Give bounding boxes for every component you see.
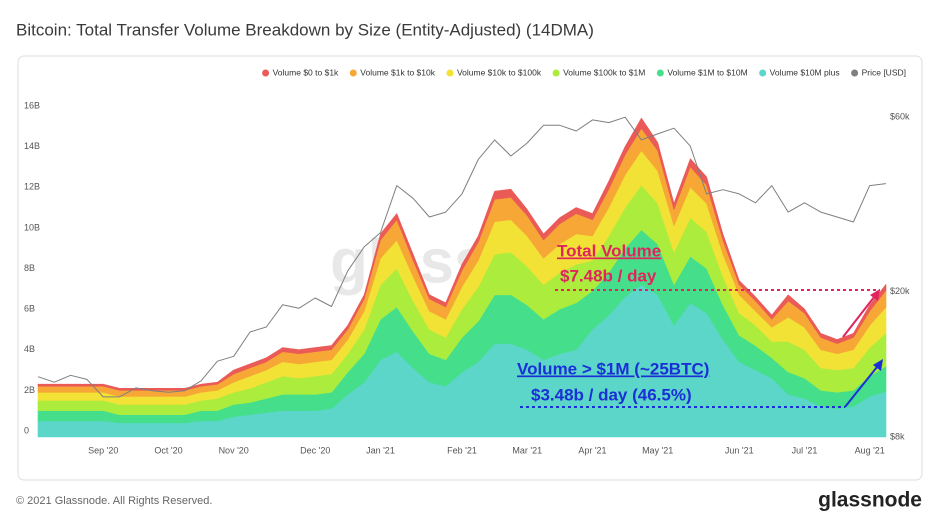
- x-tick-label: Jul '21: [792, 445, 818, 455]
- legend-marker: [262, 69, 270, 77]
- annotation: $7.48b / day: [560, 266, 657, 285]
- x-tick-label: Jan '21: [366, 445, 395, 455]
- y-tick-label: 2B: [24, 385, 35, 395]
- area: [37, 117, 887, 391]
- annotation: Volume > $1M (~25BTC): [517, 359, 709, 378]
- legend-label: Volume $0 to $1k: [273, 67, 339, 77]
- y-tick-label: 10B: [24, 222, 40, 232]
- y2-tick-label: $60k: [890, 112, 910, 122]
- footer: © 2021 Glassnode. All Rights Reserved.: [16, 495, 212, 507]
- y-tick-label: 14B: [24, 141, 40, 151]
- legend-label: Volume $1M to $10M: [667, 67, 747, 77]
- legend-marker: [349, 69, 357, 77]
- large-arrow-head: [873, 359, 883, 371]
- legend-label: Volume $10k to $100k: [457, 67, 542, 77]
- legend-marker: [851, 69, 859, 77]
- y2-tick-label: $20k: [890, 286, 910, 296]
- x-tick-label: Nov '20: [219, 445, 249, 455]
- total-arrow-head: [870, 289, 880, 301]
- y2-tick-label: $8k: [890, 431, 905, 441]
- legend-marker: [552, 69, 560, 77]
- large-arrow: [844, 361, 882, 408]
- x-tick-label: Mar '21: [512, 445, 542, 455]
- legend-label: Volume $1k to $10k: [360, 67, 435, 77]
- y-tick-label: 8B: [24, 263, 35, 273]
- x-tick-label: Aug '21: [855, 445, 885, 455]
- legend-marker: [759, 69, 767, 77]
- x-tick-label: Apr '21: [578, 445, 606, 455]
- annotation: $3.48b / day (46.5%): [531, 385, 692, 404]
- legend-label: Volume $10M plus: [770, 67, 840, 77]
- x-tick-label: Sep '20: [88, 445, 118, 455]
- annotation: Total Volume: [557, 241, 661, 260]
- logo: glassnode: [818, 489, 922, 512]
- legend-label: Price [USD]: [862, 67, 906, 77]
- x-tick-label: May '21: [642, 445, 673, 455]
- total-arrow: [842, 291, 879, 338]
- legend-marker: [446, 69, 454, 77]
- plot-area: 0 2B 4B 6B 8B 10B 12B 14B 16B $8k $20k $60k Sep '20 O…: [24, 100, 910, 455]
- y-tick-label: 6B: [24, 304, 35, 314]
- chart-title: Bitcoin: Total Transfer Volume Breakdown…: [16, 20, 594, 39]
- y-tick-label: 16B: [24, 100, 40, 110]
- y-tick-label: 4B: [24, 344, 35, 354]
- x-tick-label: Dec '20: [300, 445, 330, 455]
- y-tick-label: 12B: [24, 182, 40, 192]
- price-line: [37, 116, 887, 398]
- legend-marker: [656, 69, 664, 77]
- x-tick-label: Oct '20: [154, 445, 182, 455]
- annotations: Total Volume $7.48b / day Volume > $1M (…: [517, 241, 883, 408]
- x-tick-label: Jun '21: [725, 445, 754, 455]
- legend: Volume $0 to $1k Volume $1k to $10k Volume…: [262, 67, 906, 77]
- x-tick-label: Feb '21: [447, 445, 477, 455]
- y-tick-label: 0: [24, 425, 29, 435]
- legend-label: Volume $100k to $1M: [563, 67, 645, 77]
